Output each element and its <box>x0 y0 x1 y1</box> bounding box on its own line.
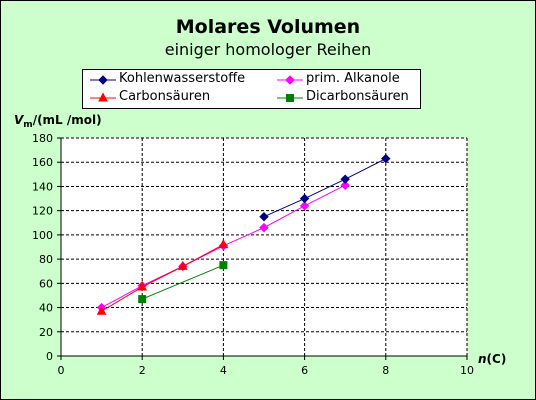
legend-label-kohlenwasserstoffe: Kohlenwasserstoffe <box>119 71 246 86</box>
legend-swatch-dicarbonsaeuren <box>277 94 303 102</box>
chart-subtitle: einiger homologer Reihen <box>164 40 372 59</box>
x-tick-label: 8 <box>382 364 389 377</box>
data-point <box>259 222 269 233</box>
y-axis-label-unit: /(mL /mol) <box>32 113 102 127</box>
legend-swatch-carbonsaeuren <box>90 92 116 102</box>
data-point <box>259 212 269 222</box>
x-tick-label: 4 <box>220 364 227 377</box>
y-axis-label-subscript: m <box>23 120 33 130</box>
y-tick-label: 120 <box>32 205 53 218</box>
data-point <box>96 305 107 315</box>
data-point <box>218 239 229 249</box>
y-axis-label: Vm/(mL /mol) <box>14 113 102 130</box>
legend: Kohlenwasserstoffe prim. Alkanole Carbon… <box>82 69 421 109</box>
y-tick-label: 160 <box>32 156 53 169</box>
y-tick-label: 60 <box>39 277 53 290</box>
data-point <box>177 260 188 270</box>
series-line <box>101 244 224 312</box>
legend-swatch-marker <box>285 75 295 85</box>
data-point <box>137 281 148 291</box>
x-tick-label: 6 <box>301 364 308 377</box>
data-point <box>219 261 228 270</box>
x-tick-label: 0 <box>58 364 65 377</box>
data-point <box>138 295 147 304</box>
x-tick-label: 2 <box>139 364 146 377</box>
legend-swatch-marker <box>98 75 108 85</box>
y-tick-label: 180 <box>32 132 53 145</box>
data-point <box>381 153 391 164</box>
y-tick-label: 40 <box>39 302 53 315</box>
y-tick-label: 20 <box>39 326 53 339</box>
legend-swatch-marker <box>286 94 294 102</box>
x-axis-label-symbol: n <box>478 352 487 366</box>
data-point <box>340 174 350 184</box>
data-point <box>340 180 350 190</box>
y-tick-label: 80 <box>39 253 53 266</box>
y-axis-label-symbol: V <box>14 113 24 127</box>
x-axis-label-unit: (C) <box>486 352 507 366</box>
data-point <box>299 193 310 204</box>
legend-swatch-marker <box>98 92 108 102</box>
chart-title: Molares Volumen <box>175 16 361 38</box>
data-point <box>299 201 310 211</box>
y-tick-label: 100 <box>32 229 53 242</box>
y-tick-label: 0 <box>46 350 53 363</box>
plot-background <box>61 138 467 356</box>
legend-label-prim-alkanole: prim. Alkanole <box>306 71 400 86</box>
legend-swatch-prim-alkanole <box>277 75 303 85</box>
legend-swatch-kohlenwasserstoffe <box>90 75 116 85</box>
x-tick-label: 10 <box>460 364 474 377</box>
series-line <box>263 158 387 218</box>
legend-label-carbonsaeuren: Carbonsäuren <box>119 89 211 104</box>
series-line <box>142 264 224 300</box>
legend-label-dicarbonsaeuren: Dicarbonsäuren <box>306 89 409 104</box>
x-axis-label: n(C) <box>478 352 506 366</box>
y-tick-label: 140 <box>32 180 53 193</box>
